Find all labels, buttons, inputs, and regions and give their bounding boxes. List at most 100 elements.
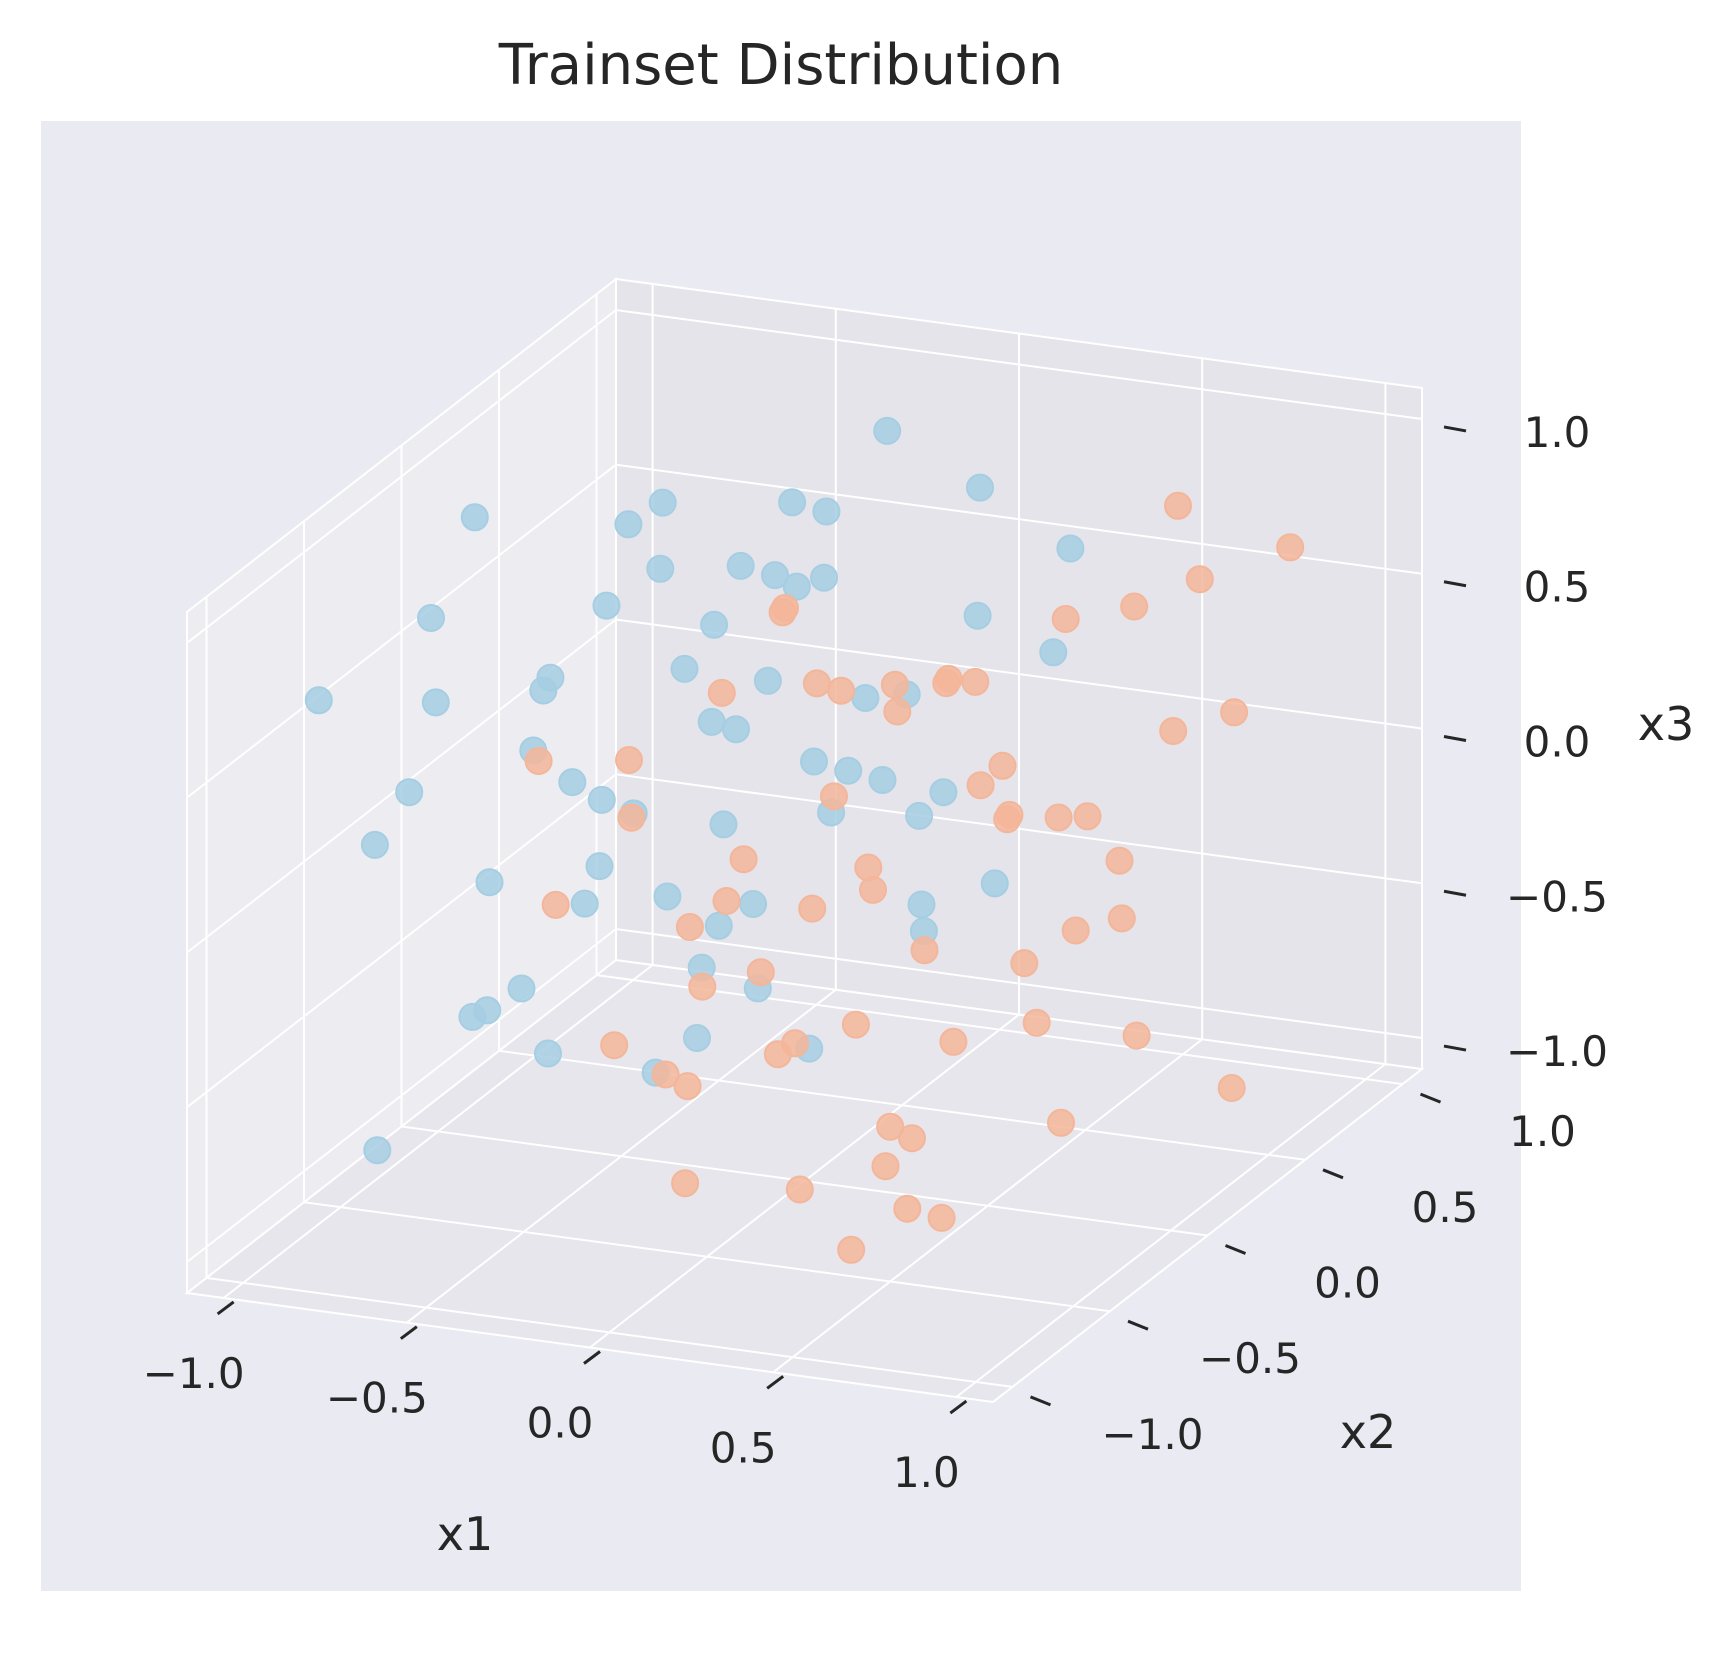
point-class-1 bbox=[524, 747, 553, 775]
point-class-0 bbox=[614, 510, 643, 539]
point-class-0 bbox=[475, 868, 504, 897]
point-class-1 bbox=[600, 1031, 629, 1060]
z-axis-label: x3 bbox=[1638, 697, 1695, 751]
z-gridline bbox=[186, 773, 1423, 1109]
point-class-1 bbox=[768, 598, 797, 627]
point-class-0 bbox=[800, 747, 828, 776]
z-tick-label: −1.0 bbox=[1506, 1027, 1608, 1076]
x-tick bbox=[216, 1300, 235, 1316]
point-class-0 bbox=[304, 686, 333, 715]
point-class-0 bbox=[834, 756, 863, 785]
point-class-1 bbox=[1164, 491, 1192, 520]
point-class-0 bbox=[683, 1024, 711, 1052]
x-gridline bbox=[955, 383, 1387, 1398]
y-tick-label: −0.5 bbox=[1199, 1334, 1301, 1383]
point-class-1 bbox=[820, 782, 848, 811]
point-class-0 bbox=[907, 890, 936, 919]
x-tick bbox=[583, 1350, 601, 1365]
point-class-1 bbox=[617, 803, 646, 832]
point-class-0 bbox=[722, 715, 750, 744]
point-class-1 bbox=[939, 1027, 968, 1056]
point-class-0 bbox=[753, 666, 782, 695]
point-class-0 bbox=[507, 974, 536, 1003]
x-tick-label: 0.5 bbox=[710, 1423, 777, 1472]
point-class-1 bbox=[898, 1124, 926, 1153]
point-class-0 bbox=[587, 785, 616, 814]
point-class-0 bbox=[782, 572, 811, 601]
x-tick-label: 0.0 bbox=[527, 1399, 594, 1448]
point-class-1 bbox=[707, 678, 736, 707]
point-class-1 bbox=[876, 1112, 905, 1141]
z-tick bbox=[1443, 425, 1467, 433]
point-class-0 bbox=[363, 1136, 392, 1165]
point-class-0 bbox=[473, 996, 502, 1025]
x-tick bbox=[399, 1325, 418, 1340]
y-axis-label: x2 bbox=[1340, 1405, 1397, 1459]
point-class-1 bbox=[651, 1060, 680, 1089]
chart-title: Trainset Distribution bbox=[498, 33, 1063, 98]
point-class-0 bbox=[570, 889, 599, 918]
point-class-1 bbox=[910, 936, 939, 965]
point-class-1 bbox=[1122, 1021, 1151, 1050]
tick-group: −1.0 −0.5 0.0 0.5 1.0 −1.0 −0.5 0.0 0.5 1.0 −1.0 −0… bbox=[143, 408, 1608, 1497]
point-class-0 bbox=[421, 688, 450, 717]
point-class-1 bbox=[1061, 916, 1090, 945]
z-tick bbox=[1443, 735, 1467, 742]
z-gridline bbox=[186, 927, 1423, 1263]
z-tick bbox=[1443, 1044, 1467, 1052]
y-tick-label: 0.0 bbox=[1314, 1259, 1381, 1308]
y-gridline bbox=[498, 369, 1306, 1161]
point-class-1 bbox=[854, 853, 883, 882]
point-class-0 bbox=[704, 911, 733, 940]
x-gridline bbox=[589, 333, 1020, 1349]
grid-group bbox=[186, 284, 1423, 1398]
y-tick-label: 1.0 bbox=[1509, 1107, 1576, 1156]
point-class-0 bbox=[697, 707, 726, 736]
point-class-0 bbox=[417, 604, 445, 632]
point-class-1 bbox=[688, 972, 717, 1001]
point-class-0 bbox=[905, 801, 934, 830]
point-class-1 bbox=[1047, 1108, 1075, 1137]
point-class-0 bbox=[395, 778, 424, 807]
point-class-1 bbox=[712, 887, 741, 915]
point-class-1 bbox=[729, 845, 758, 874]
point-class-0 bbox=[360, 830, 389, 859]
point-class-1 bbox=[781, 1029, 809, 1058]
point-class-1 bbox=[671, 1169, 700, 1198]
point-class-1 bbox=[675, 913, 704, 941]
point-class-0 bbox=[868, 766, 897, 794]
y-tick-label: −1.0 bbox=[1102, 1410, 1204, 1459]
z-tick-label: 1.0 bbox=[1524, 408, 1591, 457]
point-class-0 bbox=[646, 554, 675, 583]
point-class-1 bbox=[883, 697, 912, 726]
point-class-1 bbox=[785, 1175, 814, 1204]
point-class-1 bbox=[1120, 592, 1149, 621]
points-group bbox=[304, 416, 1305, 1264]
point-class-1 bbox=[802, 669, 831, 698]
point-class-0 bbox=[966, 473, 994, 502]
point-class-0 bbox=[529, 676, 558, 705]
point-class-0 bbox=[585, 852, 614, 881]
point-class-1 bbox=[841, 1010, 870, 1039]
point-class-0 bbox=[700, 610, 729, 639]
y-tick-label: 0.5 bbox=[1412, 1183, 1479, 1232]
point-class-0 bbox=[980, 869, 1009, 898]
y-tick bbox=[1029, 1395, 1052, 1407]
point-class-0 bbox=[670, 654, 699, 683]
x-axis-label: x1 bbox=[437, 1507, 494, 1561]
point-class-1 bbox=[746, 958, 775, 987]
point-class-1 bbox=[615, 746, 643, 774]
point-class-1 bbox=[673, 1072, 702, 1101]
point-class-1 bbox=[1105, 846, 1134, 875]
y-gridline bbox=[205, 596, 1013, 1388]
point-class-1 bbox=[798, 894, 827, 923]
point-class-1 bbox=[993, 805, 1022, 834]
point-class-0 bbox=[739, 890, 768, 918]
point-class-0 bbox=[709, 810, 738, 839]
z-gridline bbox=[186, 308, 1423, 644]
y-tick bbox=[1322, 1168, 1344, 1180]
y-tick bbox=[1224, 1244, 1247, 1255]
point-class-0 bbox=[648, 488, 677, 517]
